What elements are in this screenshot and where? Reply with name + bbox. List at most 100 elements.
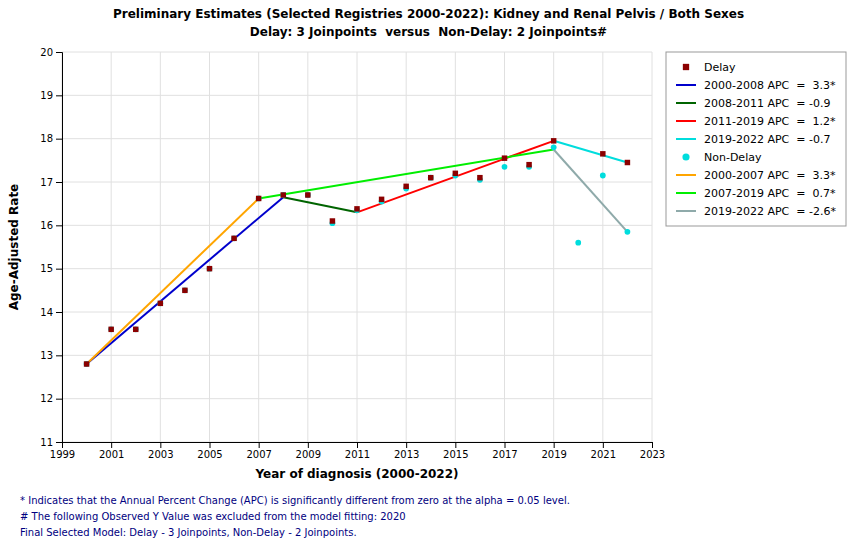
legend-label: Delay <box>704 61 736 74</box>
legend-label: 2019-2022 APC = -2.6* <box>704 205 836 218</box>
point <box>207 266 212 271</box>
legend-entry: 2008-2011 APC = -0.9 <box>676 97 830 110</box>
legend-label: 2007-2019 APC = 0.7* <box>704 187 836 200</box>
legend-entry: 2011-2019 APC = 1.2* <box>676 115 836 128</box>
tick-label: 2001 <box>99 449 124 460</box>
point <box>354 206 359 211</box>
point <box>600 173 606 179</box>
grid-line <box>307 52 308 442</box>
legend-frame <box>666 52 846 226</box>
point <box>428 175 433 180</box>
tick-mark <box>652 442 653 448</box>
tick-mark <box>56 139 62 140</box>
grid-line <box>652 52 653 442</box>
tick-mark <box>603 442 604 448</box>
tick-label: 2007 <box>246 449 271 460</box>
tick-label: 20 <box>40 47 53 58</box>
point <box>551 138 556 143</box>
point <box>502 155 507 160</box>
point <box>453 171 458 176</box>
point <box>305 192 311 198</box>
grid-line <box>62 268 652 269</box>
trend-line <box>259 150 554 199</box>
tick: 14 <box>40 307 62 318</box>
tick-mark <box>259 442 260 448</box>
tick-label: 2017 <box>492 449 517 460</box>
trend-line <box>283 197 357 212</box>
legend-entry: 2019-2022 APC = -2.6* <box>676 205 836 218</box>
grid-line <box>258 52 259 442</box>
point <box>428 175 434 181</box>
tick-label: 2015 <box>443 449 468 460</box>
legend-swatch <box>676 210 696 212</box>
legend-label: 2000-2007 APC = 3.3* <box>704 169 836 182</box>
tick: 16 <box>40 220 62 231</box>
tick-mark <box>56 269 62 270</box>
grid-line <box>62 398 652 399</box>
chart: 1999200120032005200720092011201320152017… <box>0 0 857 554</box>
point <box>403 184 408 189</box>
legend-swatch <box>676 120 696 122</box>
legend-entry: 2007-2019 APC = 0.7* <box>676 187 836 200</box>
trend-line <box>87 198 259 364</box>
tick-mark <box>56 355 62 356</box>
tick-mark <box>554 442 555 448</box>
lines <box>87 141 628 364</box>
grid-line <box>602 52 603 442</box>
legend-entry: Non-Delay <box>682 151 762 164</box>
tick-mark <box>357 442 358 448</box>
tick-mark <box>56 399 62 400</box>
tick: 2017 <box>492 442 517 460</box>
grid-line <box>62 312 652 313</box>
tick: 2023 <box>640 442 665 460</box>
legend-swatch <box>676 174 696 176</box>
tick: 2005 <box>197 442 222 460</box>
tick-mark <box>56 442 62 443</box>
point <box>133 326 139 332</box>
grid <box>62 52 652 442</box>
plot: 1999200120032005200720092011201320152017… <box>40 47 665 460</box>
tick-mark <box>56 95 62 96</box>
point <box>625 229 631 235</box>
trend-line <box>554 150 628 232</box>
tick-mark <box>308 442 309 448</box>
tick: 17 <box>40 177 62 188</box>
point <box>256 196 262 202</box>
tick-label: 17 <box>40 177 53 188</box>
tick: 2019 <box>541 442 566 460</box>
tick-label: 1999 <box>50 449 75 460</box>
tick-label: 2013 <box>394 449 419 460</box>
legend-label: Non-Delay <box>704 151 762 164</box>
legend-swatch <box>682 153 689 160</box>
tick-mark <box>210 442 211 448</box>
tick-label: 13 <box>40 350 53 361</box>
grid-line <box>357 52 358 442</box>
tick: 13 <box>40 350 62 361</box>
tick-label: 2009 <box>296 449 321 460</box>
point-series <box>84 138 630 367</box>
point <box>281 192 286 197</box>
legend-entry: Delay <box>683 61 736 74</box>
tick-label: 2011 <box>345 449 370 460</box>
point <box>625 160 630 165</box>
tick-mark <box>56 225 62 226</box>
grid-line <box>406 52 407 442</box>
point <box>84 361 90 367</box>
legend-swatch <box>683 64 689 70</box>
point <box>575 240 581 246</box>
subtitle: Delay: 3 Joinpoints versus Non-Delay: 2 … <box>250 25 607 39</box>
point <box>477 175 482 180</box>
legend-label: 2008-2011 APC = -0.9 <box>704 97 830 110</box>
point <box>600 151 605 156</box>
tick: 2013 <box>394 442 419 460</box>
legend-swatch <box>676 102 696 104</box>
grid-line <box>62 52 652 53</box>
tick: 2009 <box>296 442 321 460</box>
legend-entry: 2000-2007 APC = 3.3* <box>676 169 836 182</box>
tick: 20 <box>40 47 62 58</box>
tick: 2003 <box>148 442 173 460</box>
point <box>526 162 531 167</box>
grid-line <box>160 52 161 442</box>
tick-label: 15 <box>40 263 53 274</box>
x-axis-title: Year of diagnosis (2000-2022) <box>254 467 458 481</box>
